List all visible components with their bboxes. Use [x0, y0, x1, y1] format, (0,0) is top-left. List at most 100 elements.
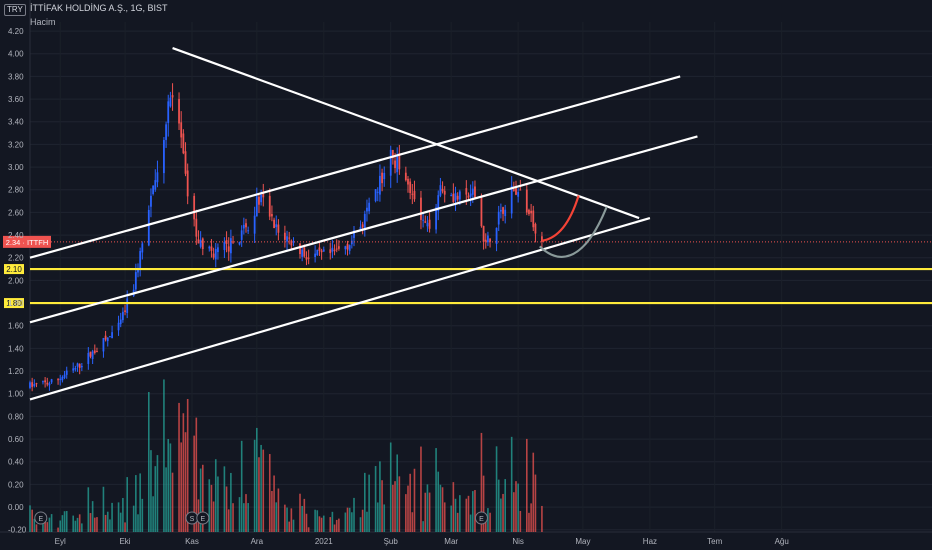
- candle-body: [331, 247, 334, 252]
- volume-bar: [329, 517, 332, 532]
- volume-bar: [122, 497, 124, 532]
- candle-body: [413, 190, 416, 200]
- volume-bar: [426, 484, 429, 532]
- candle-body: [517, 192, 520, 197]
- x-tick-label: Ağu: [775, 537, 789, 546]
- candle-body: [541, 236, 543, 242]
- candle-body: [361, 224, 364, 228]
- volume-bar: [46, 522, 49, 532]
- candle-body: [292, 240, 295, 243]
- volume-bar: [389, 442, 392, 532]
- candle-body: [29, 382, 31, 388]
- candle-body: [288, 237, 291, 239]
- candle-body: [104, 335, 107, 340]
- candle-body: [426, 222, 429, 227]
- volume-bar: [519, 510, 522, 532]
- candle-body: [329, 249, 332, 254]
- candle-body: [141, 243, 144, 253]
- volume-bar: [152, 496, 154, 532]
- volume-bar: [210, 484, 213, 532]
- x-axis: Eyl Eki Kas Ara 2021 Şub Mar Nis May Haz Tem Ağu: [55, 537, 789, 546]
- candle-body: [450, 195, 453, 197]
- candle-body: [534, 223, 537, 234]
- volume-label[interactable]: Hacim: [30, 17, 56, 27]
- y-axis: 4.20 4.00 3.80 3.60 3.40 3.20 3.00 2.80 2.60 2.40…: [8, 27, 27, 535]
- y-tick-label: 1.60: [8, 322, 24, 331]
- candle-body: [489, 238, 491, 242]
- candle-body: [456, 195, 459, 200]
- candle-body: [33, 383, 36, 387]
- candle-body: [63, 374, 66, 378]
- volume-bar: [35, 524, 38, 532]
- volume-bar: [411, 512, 414, 532]
- candle-body: [474, 186, 476, 198]
- volume-bar: [271, 490, 273, 532]
- y-tick-label: 2.60: [8, 208, 24, 217]
- volume-bar: [180, 442, 182, 532]
- candle-body: [428, 219, 431, 229]
- candle-body: [109, 336, 111, 338]
- candle-body: [242, 224, 245, 229]
- volume-bar: [199, 468, 202, 532]
- candle-body: [301, 249, 304, 257]
- symbol-title[interactable]: İTTİFAK HOLDİNG A.Ş., 1G, BIST: [30, 3, 168, 13]
- volume-bar: [407, 485, 409, 532]
- candle-body: [87, 352, 90, 364]
- candle-body: [411, 193, 414, 195]
- volume-bar: [262, 449, 265, 532]
- volume-bar: [117, 502, 120, 532]
- currency-badge[interactable]: TRY: [4, 4, 26, 16]
- descending-resistance-line: [172, 47, 640, 220]
- candle-body: [368, 202, 371, 212]
- x-tick-label: Kas: [185, 537, 199, 546]
- volume-bar: [31, 509, 33, 532]
- volume-bar: [150, 450, 152, 532]
- candle-body: [121, 311, 124, 321]
- volume-bar: [474, 490, 476, 532]
- candle-body: [48, 383, 51, 386]
- volume-bar: [167, 439, 170, 532]
- candle-body: [65, 370, 68, 375]
- volume-bar: [534, 474, 537, 532]
- volume-bar: [126, 477, 128, 532]
- bullish-path: [541, 195, 580, 242]
- x-tick-label: Şub: [384, 537, 399, 546]
- volume-bar: [456, 512, 459, 532]
- volume-bar: [94, 517, 96, 532]
- bearish-path: [538, 206, 608, 258]
- candle-body: [353, 230, 355, 238]
- candle-body: [495, 227, 498, 244]
- candle-body: [154, 180, 157, 190]
- candle-body: [245, 223, 247, 228]
- volume-bar: [65, 510, 68, 532]
- volume-bar: [223, 466, 226, 532]
- volume-bar: [392, 484, 394, 532]
- y-tick-label: 0.40: [8, 458, 24, 467]
- volume-bar: [156, 455, 159, 532]
- candle-body: [271, 214, 273, 217]
- volume-bar: [484, 515, 487, 532]
- y-tick-label: 4.20: [8, 27, 24, 36]
- candle-body: [407, 178, 409, 185]
- volume-bar: [91, 501, 94, 532]
- volume-bar: [74, 520, 77, 532]
- candle-body: [184, 151, 187, 174]
- candle-body: [238, 242, 241, 245]
- candle-body: [519, 189, 522, 191]
- volume-bar: [396, 454, 398, 532]
- volume-bar: [141, 498, 144, 532]
- candle-body: [275, 224, 278, 228]
- x-tick-label: 2021: [315, 537, 333, 546]
- candle-body: [525, 189, 528, 213]
- candle-body: [171, 95, 174, 98]
- candle-body: [193, 195, 196, 220]
- volume-bar: [104, 514, 107, 532]
- y-tick-label: 0.00: [8, 503, 24, 512]
- event-marker: [474, 511, 488, 525]
- candle-body: [439, 185, 442, 196]
- y-tick-label: 0.80: [8, 412, 24, 421]
- x-tick-label: Ara: [251, 537, 264, 546]
- scenario-paths: [538, 195, 608, 258]
